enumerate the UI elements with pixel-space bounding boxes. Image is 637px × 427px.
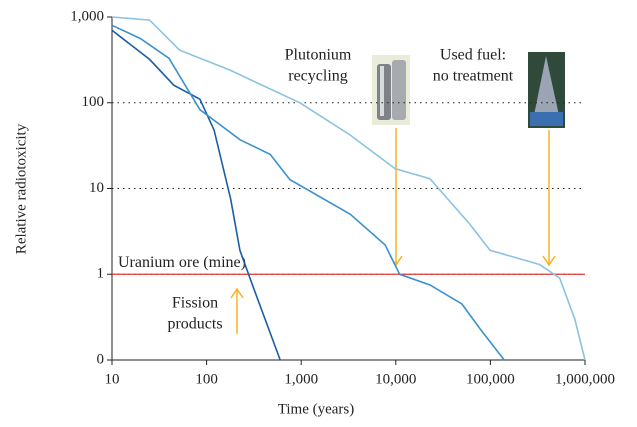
fuel-rod-icon: [372, 55, 410, 125]
y-tick-label: 100: [82, 94, 105, 110]
annotation: Plutonium: [285, 47, 352, 64]
annotation: Fission: [172, 295, 218, 312]
reference-label: Uranium ore (mine): [118, 254, 246, 271]
y-tick-label: 10: [89, 180, 104, 196]
used-fuel-icon: [528, 52, 565, 128]
x-tick-label: 100: [195, 371, 218, 387]
annotation: no treatment: [433, 68, 514, 85]
x-tick-label: 10: [105, 371, 120, 387]
y-tick-label: 1,000: [70, 8, 104, 24]
annotation: recycling: [288, 68, 348, 85]
annotation: Used fuel:: [440, 47, 506, 64]
x-tick-label: 100,000: [466, 371, 515, 387]
y-tick-label: 1: [97, 266, 105, 282]
y-axis-label: Relative radiotoxicity: [13, 123, 29, 254]
x-axis-label: Time (years): [278, 401, 355, 417]
x-tick-label: 1,000,000: [555, 371, 615, 387]
arrows: [231, 128, 555, 334]
chart: Time (years) Relative radiotoxicity 0 1 10…: [0, 0, 637, 427]
page: {"chart_data": {"type": "line", "xlabel"…: [0, 0, 637, 427]
y-tick-label: 0: [97, 351, 105, 367]
x-tick-label: 1,000: [284, 371, 318, 387]
x-tick-label: 10,000: [375, 371, 416, 387]
annotation: products: [167, 316, 222, 333]
